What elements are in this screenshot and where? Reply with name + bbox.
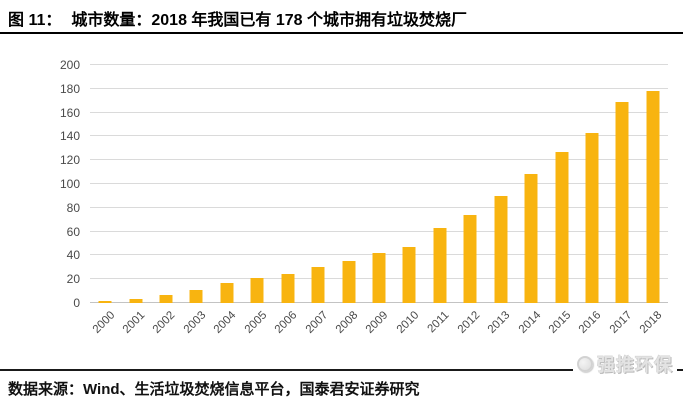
x-tick-label: 2005 — [242, 309, 270, 336]
bar-2008 — [342, 261, 356, 303]
y-tick-label: 200 — [59, 58, 80, 72]
gridline — [90, 159, 668, 161]
watermark-text: 强推环保 — [597, 355, 673, 375]
y-tick-label: 20 — [66, 272, 80, 287]
figure-number-label: 图 11： — [8, 12, 62, 29]
y-tick-label: 0 — [73, 296, 80, 310]
plot-area: 0 20 40 60 80 100 120 140 160 180 200 2000 2001 2002… — [60, 59, 668, 336]
y-tick-label: 120 — [59, 153, 80, 168]
x-tick-label: 2018 — [637, 309, 665, 336]
x-axis-labels: 2000 2001 2002 2003 2004 2005 2006 2007 2008 2009… — [90, 303, 668, 351]
x-tick-label: 2012 — [455, 309, 483, 336]
gridline — [90, 135, 668, 137]
bar-2011 — [433, 228, 447, 303]
bar-2013 — [494, 195, 508, 303]
circle-logo-icon — [577, 356, 593, 372]
x-tick-label: 2004 — [212, 309, 239, 336]
y-tick-label: 60 — [66, 224, 80, 239]
x-tick-label: 2015 — [546, 309, 574, 336]
bar-2017 — [615, 101, 629, 303]
x-tick-label: 2014 — [516, 309, 543, 336]
bar-2000 — [98, 300, 112, 303]
bar-2015 — [555, 151, 569, 303]
x-tick-label: 2016 — [577, 309, 604, 336]
x-tick-label: 2002 — [151, 309, 178, 336]
y-tick-label: 160 — [59, 105, 80, 120]
data-source-note: 数据来源：Wind、生活垃圾焚烧信息平台，国泰君安证券研究 — [8, 381, 420, 398]
x-tick-label: 2011 — [425, 309, 452, 336]
y-tick-label: 80 — [66, 200, 80, 215]
bar-2004 — [220, 282, 234, 303]
x-tick-label: 2008 — [333, 309, 361, 336]
gridline — [90, 206, 668, 208]
x-tick-label: 2013 — [485, 309, 513, 336]
footer-divider — [0, 369, 683, 371]
x-tick-label: 2000 — [90, 309, 117, 336]
x-tick-label: 2006 — [272, 309, 300, 336]
bar-2005 — [250, 278, 264, 303]
gridline — [90, 111, 668, 113]
x-tick-label: 2010 — [394, 309, 422, 336]
x-tick-label: 2009 — [364, 309, 391, 336]
bar-2003 — [189, 289, 203, 303]
watermark: 强推环保 — [573, 352, 677, 376]
gridline — [90, 230, 668, 232]
figure-title-text: 城市数量：2018 年我国已有 178 个城市拥有垃圾焚烧厂 — [71, 12, 468, 29]
bar-2016 — [585, 132, 599, 303]
bar-2014 — [524, 174, 538, 303]
bar-2009 — [372, 253, 386, 303]
bar-2006 — [281, 274, 295, 303]
x-tick-label: 2001 — [120, 309, 148, 336]
bar-2010 — [402, 247, 416, 303]
gridline — [90, 64, 668, 65]
gridline — [90, 87, 668, 89]
y-tick-label: 100 — [59, 177, 80, 191]
y-tick-label: 40 — [66, 248, 80, 263]
x-tick-label: 2003 — [181, 309, 209, 336]
bar-2001 — [129, 299, 143, 303]
bar-2007 — [311, 267, 325, 303]
y-tick-label: 180 — [59, 81, 80, 96]
bar-2012 — [463, 214, 477, 303]
bar-2018 — [646, 91, 660, 303]
x-tick-label: 2017 — [607, 309, 635, 336]
y-tick-label: 140 — [59, 129, 80, 144]
x-tick-label: 2007 — [303, 309, 330, 336]
bar-2002 — [159, 294, 173, 303]
gridline — [90, 183, 668, 184]
figure-title: 图 11： 城市数量：2018 年我国已有 178 个城市拥有垃圾焚烧厂 — [0, 0, 683, 34]
